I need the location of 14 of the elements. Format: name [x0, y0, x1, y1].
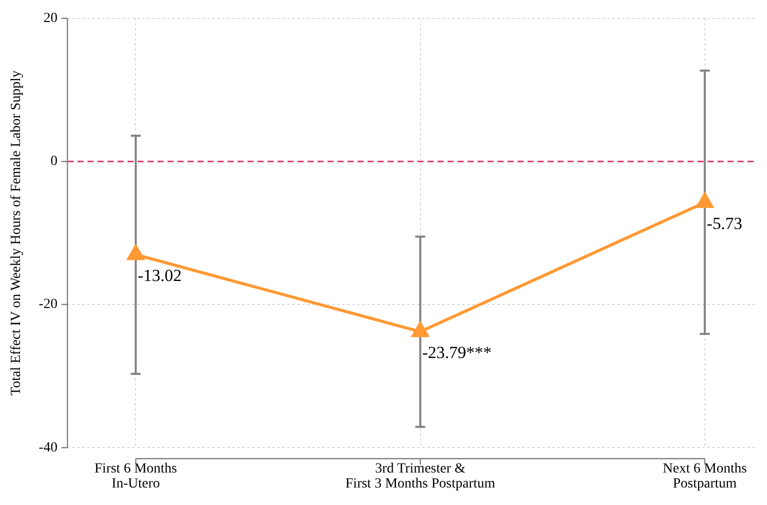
y-tick-label: 20: [43, 11, 58, 26]
x-tick-label: 3rd Trimester & First 3 Months Postpartum: [345, 462, 496, 492]
data-label: -23.79***: [422, 343, 492, 362]
data-label: -13.02: [138, 266, 182, 286]
point: [412, 322, 429, 338]
y-axis-title: Total Effect IV on Weekly Hours of Female Labor Supply: [9, 70, 24, 396]
y-tick-label: -20: [38, 297, 58, 312]
point: [127, 245, 144, 260]
y-tick-label: -40: [38, 440, 58, 456]
x-tick-label: Next 6 Months Postpartum: [662, 462, 747, 492]
x-tick-label: First 6 Months In-Utero: [94, 462, 177, 492]
point: [696, 192, 714, 208]
data-label: -5.73: [706, 214, 742, 233]
y-tick-label: 0: [50, 154, 58, 170]
